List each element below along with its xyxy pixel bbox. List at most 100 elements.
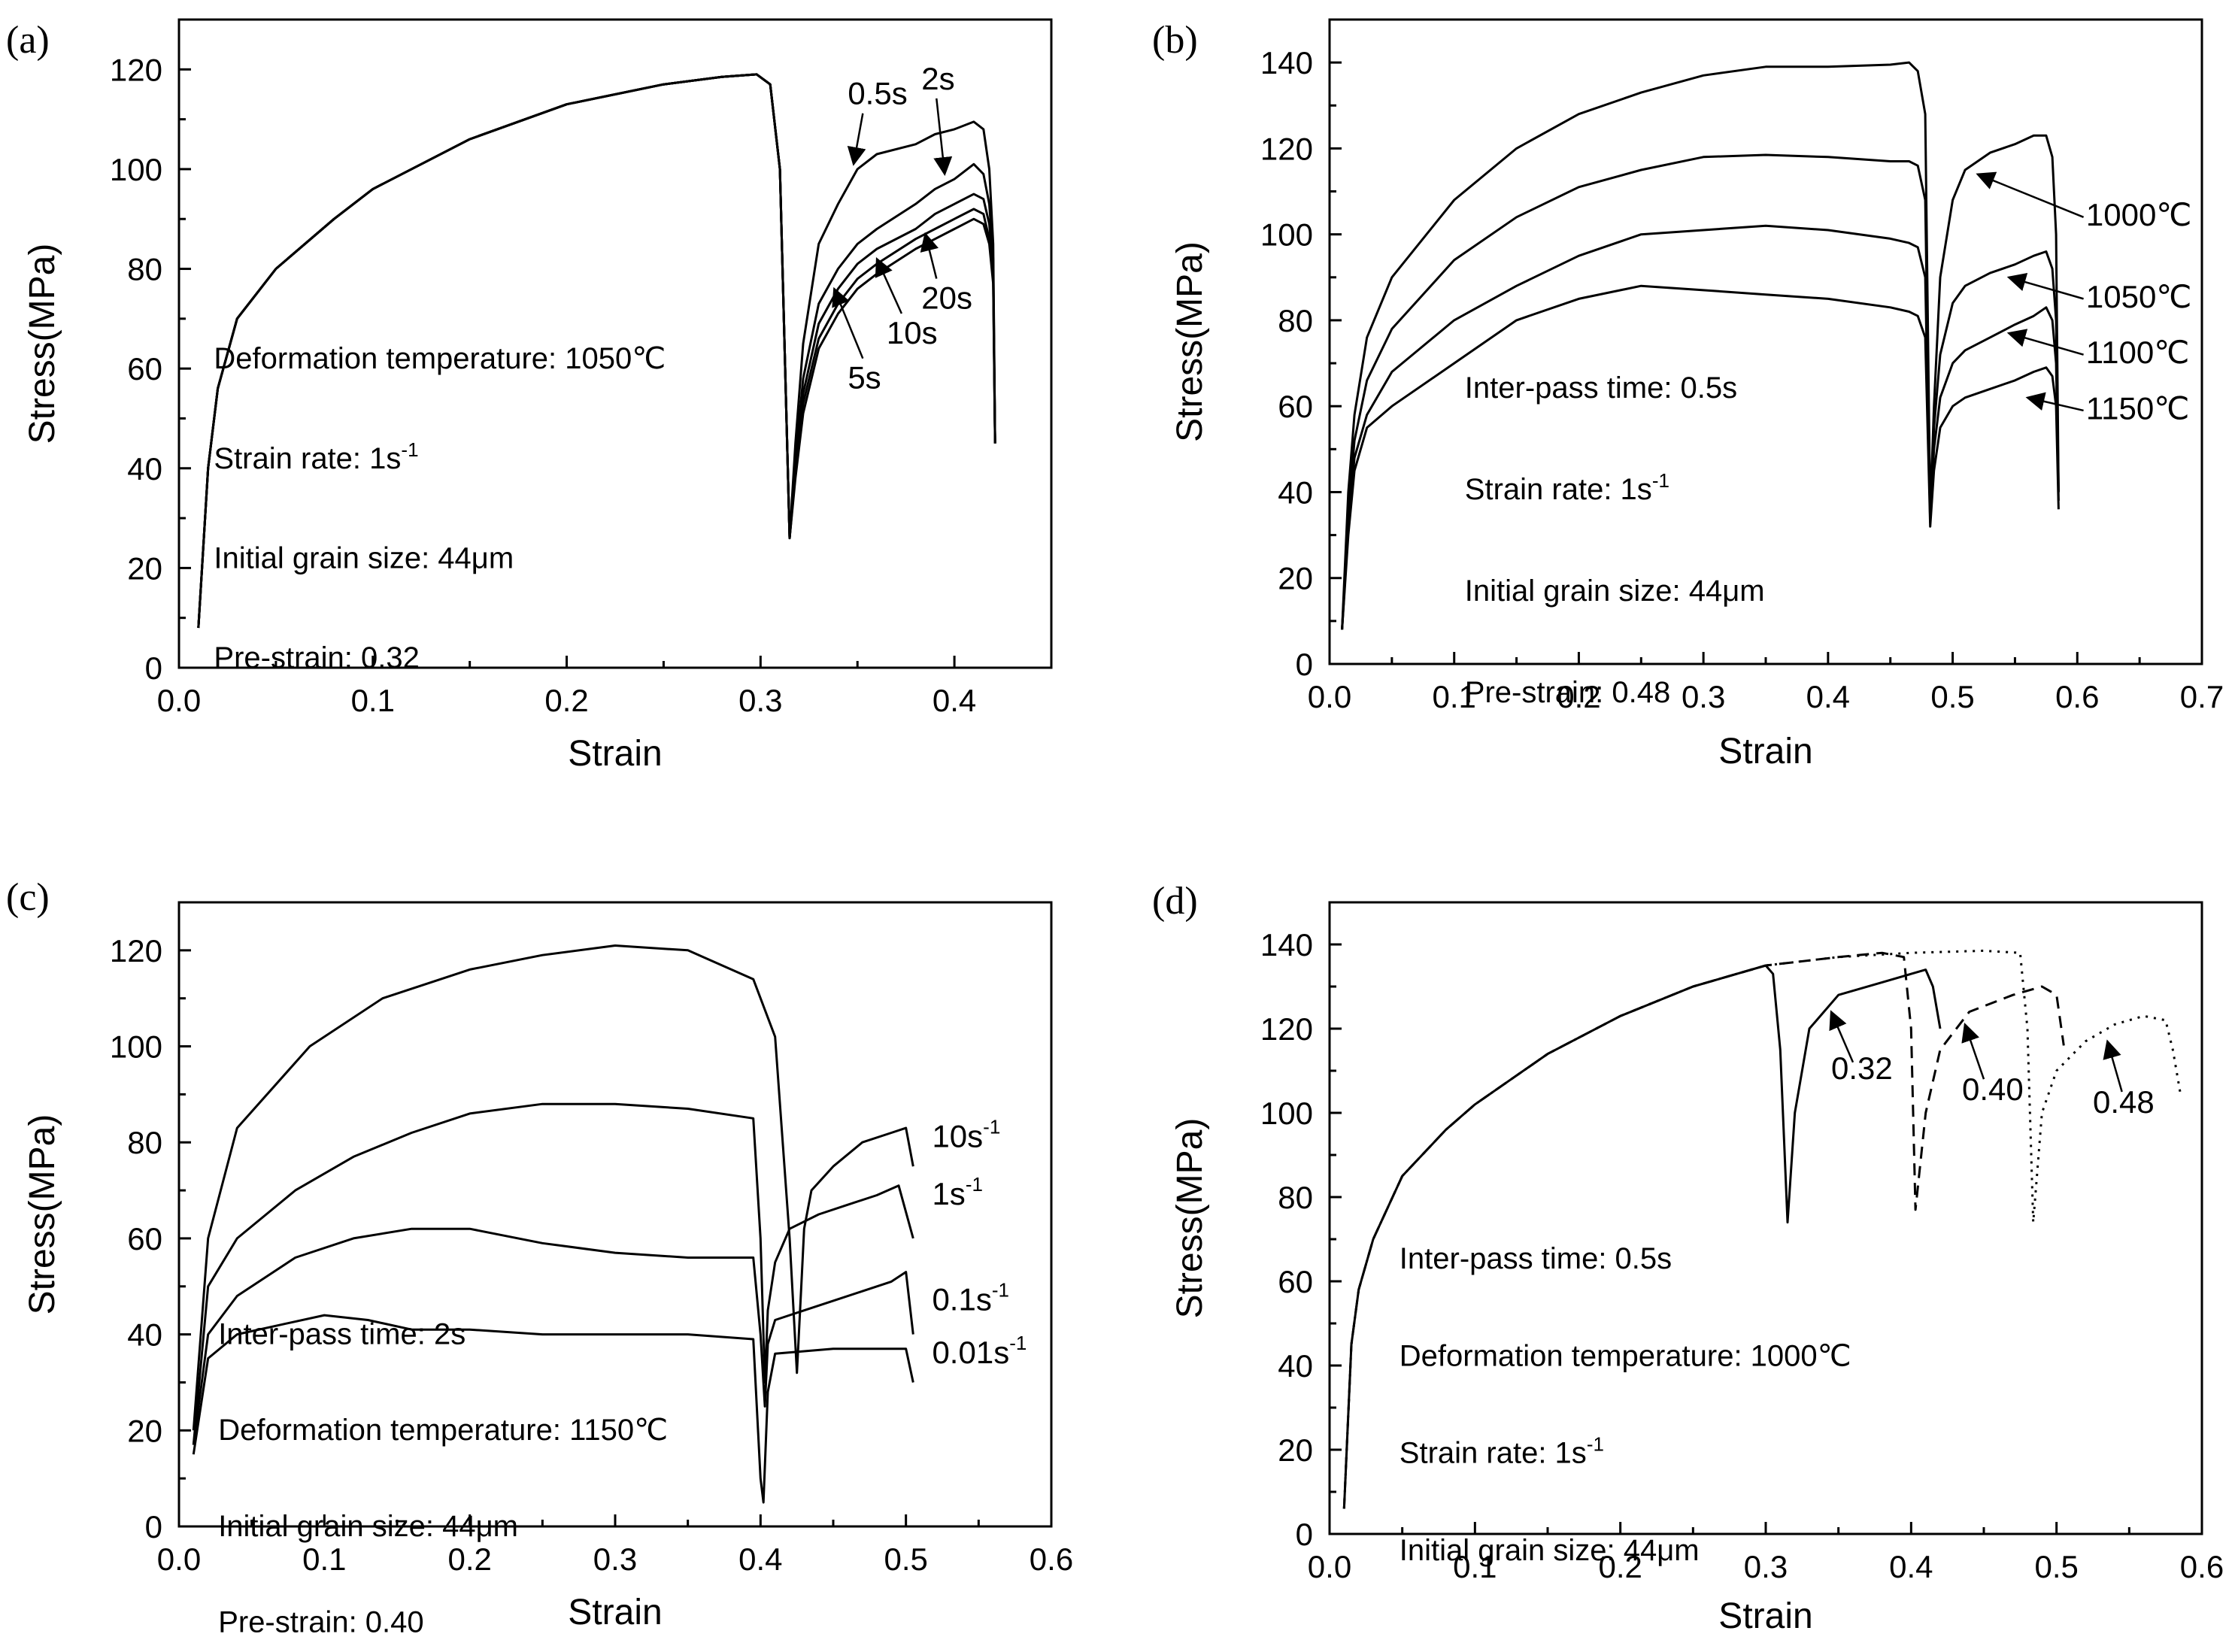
- series-line: [1341, 284, 2060, 630]
- annotation-note: Strain rate: 1s-1: [214, 438, 418, 475]
- y-tick-label: 100: [1260, 217, 1313, 253]
- x-axis-label: Strain: [568, 734, 662, 774]
- y-tick-label: 20: [127, 550, 162, 586]
- series-label: 0.01s-1: [932, 1332, 1027, 1370]
- annotation-note: Deformation temperature: 1000℃: [1400, 1339, 1851, 1372]
- annotation-note: Inter-pass time: 2s: [218, 1317, 465, 1350]
- y-tick-label: 140: [1260, 927, 1313, 962]
- y-axis-label: Stress(MPa): [1170, 1118, 1210, 1319]
- series-arrow: [2006, 272, 2084, 300]
- panel-a: (a) 0.0 0.1 0.2 0.3 0.4 0 20 40 60 80 100 120 Strain S…: [6, 18, 1053, 774]
- annotation-note: Pre-strain: 0.48: [1465, 676, 1670, 709]
- series-label: 20s: [921, 280, 972, 316]
- x-tick-label: 0.1: [1433, 679, 1476, 714]
- x-axis-label: Strain: [1718, 1596, 1812, 1636]
- x-tick-label: 0.2: [1598, 1549, 1642, 1584]
- annotation-note: Strain rate: 1s-1: [1465, 469, 1669, 506]
- y-tick-label: 20: [1278, 1432, 1313, 1468]
- series-arrow: [2103, 1039, 2123, 1093]
- plot-frame: [177, 18, 1053, 669]
- annotation-note: Initial grain size: 44μm: [218, 1510, 518, 1543]
- y-tick-label: 40: [1278, 1348, 1313, 1384]
- y-tick-label: 40: [127, 451, 162, 487]
- x-tick-label: 0.4: [1889, 1549, 1933, 1584]
- series-label: 1150℃: [2086, 390, 2189, 426]
- x-tick-label: 0.3: [593, 1541, 637, 1577]
- y-axis-label: Stress(MPa): [1170, 241, 1210, 442]
- panel-c: (c) 0.0 0.1 0.2 0.3 0.4 0.5 0.6 0 20 40 60 80 100 120 S…: [6, 876, 1073, 1638]
- y-tick-label: 100: [110, 1029, 162, 1065]
- y-tick-label: 60: [1278, 1264, 1313, 1299]
- series-arrow: [2025, 392, 2084, 412]
- y-tick-label: 120: [1260, 1011, 1313, 1047]
- panel-label: (d): [1152, 880, 1198, 923]
- series-label: 0.1s-1: [932, 1279, 1009, 1317]
- series-label: 0.5s: [848, 76, 907, 111]
- x-tick-label: 0.3: [738, 683, 782, 718]
- annotation-note: Inter-pass time: 0.5s: [1465, 371, 1737, 405]
- series-label-sup: -1: [983, 1116, 1000, 1138]
- y-axis-label: Stress(MPa): [23, 244, 62, 444]
- x-tick-label: 0.2: [544, 683, 588, 718]
- annotation-note: Deformation temperature: 1050℃: [214, 342, 666, 375]
- y-tick-label: 20: [1278, 561, 1313, 596]
- x-tick-label: 0.1: [302, 1541, 346, 1577]
- series-label-sup: -1: [966, 1173, 983, 1196]
- series-label: 2s: [921, 61, 954, 96]
- panel-label: (b): [1152, 19, 1198, 62]
- x-tick-label: 0.4: [1806, 679, 1850, 714]
- series-line: [1342, 964, 1942, 1509]
- panel-label: (a): [6, 19, 50, 62]
- y-tick-label: 0: [145, 1509, 162, 1544]
- x-axis-label: Strain: [568, 1593, 662, 1632]
- x-tick-label: 0.1: [351, 683, 395, 718]
- series-arrow: [933, 98, 953, 177]
- x-tick-label: 0.6: [2055, 679, 2099, 714]
- series-label: 1000℃: [2086, 197, 2192, 232]
- series-label: 1s-1: [932, 1173, 982, 1211]
- panel-b: (b) 0.0 0.1 0.2 0.3 0.4 0.5 0.6 0.7 0 20 40 60 80 100 1…: [1152, 18, 2224, 771]
- x-tick-label: 0.4: [738, 1541, 782, 1577]
- series-line: [192, 1102, 914, 1445]
- x-tick-label: 0.5: [884, 1541, 927, 1577]
- y-tick-label: 100: [1260, 1096, 1313, 1131]
- series-label: 0.32: [1831, 1050, 1893, 1086]
- y-tick-label: 0: [1296, 1517, 1313, 1552]
- annotation-note: Deformation temperature: 1150℃: [218, 1414, 668, 1447]
- y-tick-label: 60: [127, 351, 162, 386]
- series-line: [1342, 949, 2182, 1509]
- y-tick-label: 0: [145, 650, 162, 686]
- annotation-note: Strain rate: 1s-1: [1400, 1433, 1604, 1470]
- x-tick-label: 0.0: [1308, 679, 1351, 714]
- y-tick-label: 100: [110, 152, 162, 187]
- series-arrow: [1829, 1010, 1854, 1063]
- y-tick-label: 40: [1278, 474, 1313, 510]
- y-tick-label: 80: [1278, 1180, 1313, 1215]
- y-tick-label: 120: [110, 52, 162, 87]
- series-label: 1100℃: [2086, 335, 2189, 370]
- plot-frame: [1328, 18, 2203, 665]
- series-label-sup: -1: [1009, 1332, 1027, 1354]
- x-tick-label: 0.7: [2180, 679, 2224, 714]
- series-label-sup: -1: [992, 1279, 1009, 1302]
- panel-label: (c): [6, 876, 50, 919]
- series-line: [1341, 224, 2060, 630]
- y-tick-label: 80: [127, 1125, 162, 1160]
- series-line: [1342, 951, 2065, 1509]
- x-tick-label: 0.5: [2034, 1549, 2078, 1584]
- y-tick-label: 20: [127, 1413, 162, 1448]
- series-arrow: [2006, 329, 2084, 356]
- annotation-note: Inter-pass time: 0.5s: [1400, 1242, 1672, 1275]
- x-tick-label: 0.2: [447, 1541, 491, 1577]
- series-label: 0.40: [1962, 1072, 2024, 1107]
- series-arrow: [920, 232, 939, 279]
- y-tick-label: 0: [1296, 647, 1313, 682]
- series-arrow: [847, 113, 866, 166]
- annotation-note: Initial grain size: 44μm: [1400, 1534, 1700, 1567]
- series-label: 10s: [887, 315, 938, 350]
- panel-d: (d) 0.0 0.1 0.2 0.3 0.4 0.5 0.6 0 20 40 60 80 100 120 1…: [1152, 880, 2224, 1636]
- x-tick-label: 0.3: [1682, 679, 1725, 714]
- series-line: [192, 944, 914, 1431]
- y-tick-label: 80: [1278, 303, 1313, 338]
